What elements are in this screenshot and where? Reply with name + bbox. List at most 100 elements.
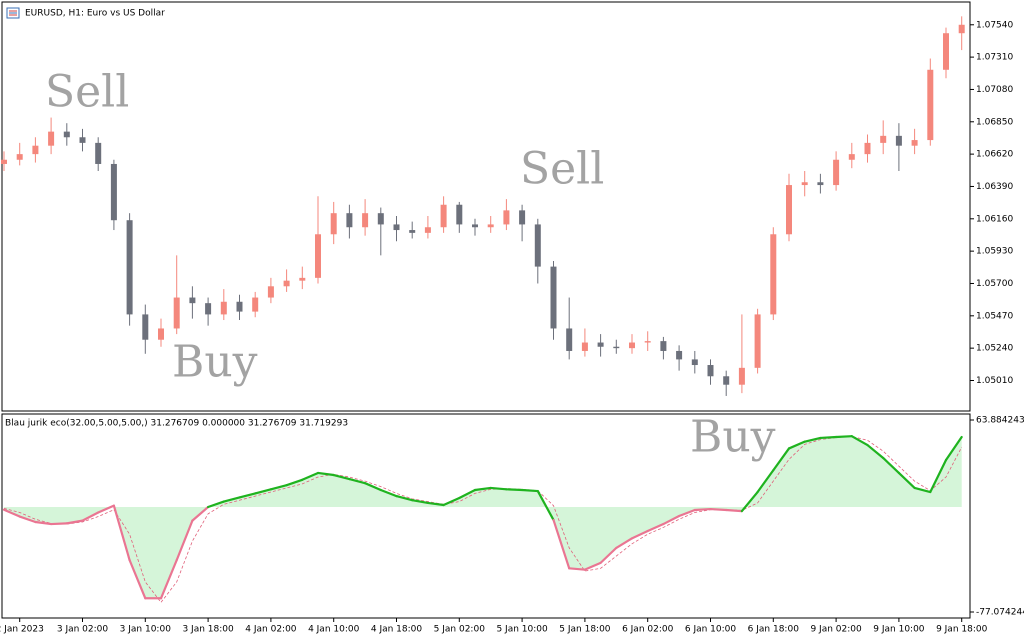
oscillator-segment — [772, 447, 791, 472]
oscillator-segment — [426, 501, 445, 507]
annotation: Sell — [520, 144, 604, 195]
oscillator-segment — [787, 440, 806, 450]
candle-body — [707, 365, 714, 377]
oscillator-segment — [112, 504, 131, 562]
price-panel — [1, 1, 971, 412]
x-tick-label: 4 Jan 10:00 — [308, 625, 360, 635]
oscillator-segment — [677, 508, 696, 518]
y-tick-label: 1.06160 — [976, 214, 1013, 224]
x-tick-label: 6 Jan 18:00 — [748, 625, 800, 635]
annotation: Buy — [172, 337, 258, 388]
x-tick-label: 3 Jan 18:00 — [182, 625, 234, 635]
annotation: Sell — [45, 67, 129, 118]
oscillator-segment — [395, 495, 414, 502]
price-title: EURUSD, H1: Euro vs US Dollar — [25, 9, 165, 19]
x-tick-label: 6 Jan 10:00 — [685, 625, 737, 635]
oscillator-segment — [34, 520, 53, 526]
candle-body — [472, 224, 478, 228]
candle-body — [487, 224, 494, 228]
candle-body — [32, 145, 39, 155]
y-tick-label: 1.07540 — [976, 20, 1013, 30]
x-tick-label: 9 Jan 18:00 — [936, 625, 988, 635]
oscillator-segment — [866, 443, 885, 460]
candle-body — [581, 342, 588, 351]
oscillator-fill — [4, 436, 962, 599]
candle-body — [770, 234, 777, 315]
candle-body — [927, 69, 934, 141]
candle-body — [377, 213, 384, 225]
candle-body — [566, 328, 573, 351]
oscillator-segment — [803, 436, 822, 443]
candle-body — [220, 301, 227, 315]
candle-body — [676, 350, 683, 360]
candle-body — [79, 137, 86, 143]
candle-body — [252, 297, 259, 312]
oscillator-segment — [740, 490, 759, 513]
candle-body — [550, 266, 557, 329]
candle-body — [16, 154, 23, 160]
candle-body — [393, 224, 400, 231]
y-tick-label: 1.05930 — [976, 247, 1013, 257]
candle-body — [236, 301, 243, 312]
candle-body — [786, 185, 792, 235]
oscillator-segment — [615, 537, 634, 549]
oscillator-segment — [552, 518, 571, 570]
oscillator-segment — [379, 488, 398, 498]
x-tick-label: 4 Jan 18:00 — [371, 625, 423, 635]
candle-body — [958, 24, 965, 34]
oscillator-segment — [18, 515, 37, 524]
oscillator-segment — [128, 559, 147, 600]
candle-body — [63, 131, 70, 138]
oscillator-segment — [756, 469, 775, 494]
oscillator-segment — [175, 519, 194, 562]
oscillator-segment — [269, 484, 288, 491]
candle-body — [315, 234, 321, 278]
oscillator-segment — [725, 508, 744, 513]
candle-body — [817, 182, 824, 186]
oscillator-segment — [583, 561, 602, 571]
oscillator-segment — [442, 496, 461, 507]
candle-body — [911, 140, 918, 146]
y-tick-label: 63.884243 — [976, 416, 1024, 426]
x-tick-label: 9 Jan 10:00 — [873, 625, 925, 635]
y-tick-label: -77.074244 — [976, 608, 1024, 618]
candle-body — [456, 204, 463, 225]
oscillator-segment — [348, 477, 367, 485]
oscillator-segment — [834, 435, 853, 439]
y-tick-label: 1.05010 — [976, 376, 1013, 386]
candle-body — [738, 367, 745, 385]
candle-body — [644, 341, 651, 343]
candle-body — [534, 224, 541, 267]
oscillator-segment — [536, 489, 555, 522]
oscillator-segment — [49, 522, 68, 526]
indicator-panel — [1, 413, 971, 619]
x-tick-label: 5 Jan 02:00 — [434, 625, 486, 635]
signal-line — [3, 436, 963, 604]
candle-body — [142, 314, 149, 340]
candle-body — [864, 142, 871, 155]
oscillator-segment — [819, 435, 838, 440]
candle-body — [691, 359, 698, 366]
oscillator-segment — [285, 478, 304, 487]
x-tick-label: 5 Jan 18:00 — [559, 625, 611, 635]
candle-body — [330, 213, 337, 235]
indicator-title: Blau jurik eco(32.00,5.00,5.00,) 31.2767… — [5, 419, 348, 429]
oscillator-segment — [332, 473, 351, 481]
candle-body — [126, 220, 133, 315]
oscillator-segment — [458, 488, 477, 500]
oscillator-segment — [568, 567, 587, 571]
oscillator-segment — [301, 471, 320, 481]
candle-body — [205, 303, 212, 315]
annotation: Buy — [690, 412, 776, 463]
candle-body — [943, 33, 949, 70]
symbol-icon — [6, 7, 20, 19]
candle-body — [833, 159, 840, 186]
candle-body — [267, 286, 274, 298]
candle-body — [754, 314, 761, 368]
x-tick-label: 9 Jan 02:00 — [810, 625, 862, 635]
candle-body — [440, 204, 447, 228]
oscillator-segment — [489, 486, 508, 491]
oscillator-segment — [929, 458, 948, 494]
x-tick-label: 5 Jan 10:00 — [496, 625, 548, 635]
x-tick-label: 2 Jan 2023 — [0, 625, 44, 635]
